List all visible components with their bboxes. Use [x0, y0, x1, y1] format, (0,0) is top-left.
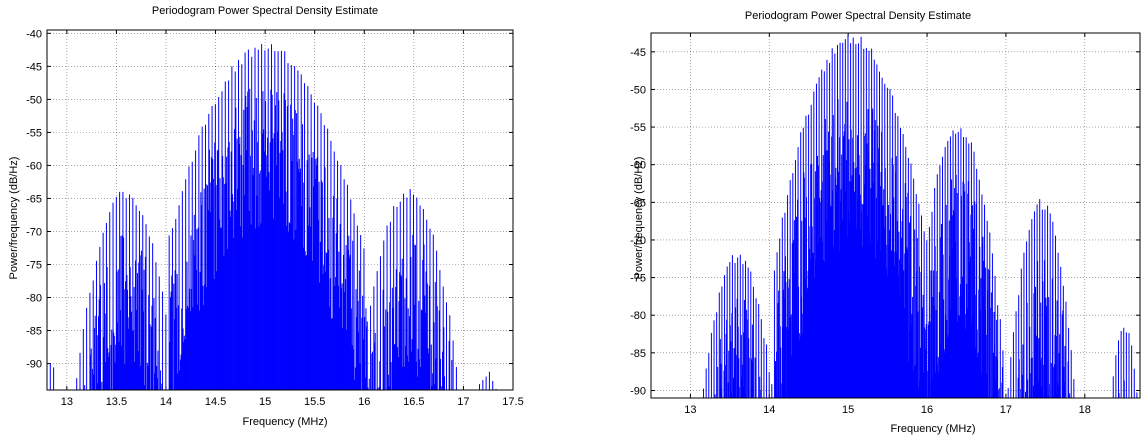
x-tick-label: 15 [842, 404, 854, 416]
y-tick-label: -75 [630, 273, 646, 285]
x-axis-title: Frequency (MHz) [891, 423, 976, 435]
chart-title: Periodogram Power Spectral Density Estim… [745, 10, 971, 22]
x-tick-label: 13.5 [106, 396, 127, 408]
x-tick-label: 17 [1000, 404, 1012, 416]
psd-series [703, 34, 1138, 398]
psd-chart-left-svg: Periodogram Power Spectral Density Estim… [8, 5, 524, 428]
y-tick-label: -90 [630, 385, 646, 397]
y-axis-title: Power/frequency (dB/Hz) [633, 157, 645, 280]
y-tick-label: -75 [26, 259, 42, 271]
y-tick-label: -65 [26, 193, 42, 205]
chart-title: Periodogram Power Spectral Density Estim… [152, 5, 378, 17]
y-tick-label: -55 [26, 127, 42, 139]
y-tick-label: -50 [630, 84, 646, 96]
plot-frame [650, 32, 1141, 399]
psd-chart-left: Periodogram Power Spectral Density Estim… [0, 0, 530, 442]
y-tick-label: -45 [630, 47, 646, 59]
y-tick-label: -70 [630, 235, 646, 247]
y-tick-label: -90 [26, 359, 42, 371]
psd-series [49, 44, 497, 390]
y-tick-label: -55 [630, 122, 646, 134]
x-tick-label: 16 [921, 404, 933, 416]
y-tick-label: -60 [630, 160, 646, 172]
y-tick-label: -85 [630, 348, 646, 360]
x-tick-label: 15.5 [304, 396, 325, 408]
x-tick-label: 18 [1079, 404, 1091, 416]
x-tick-label: 13 [61, 396, 73, 408]
x-tick-label: 16 [358, 396, 370, 408]
y-axis-title: Power/frequency (dB/Hz) [8, 157, 20, 280]
x-tick-label: 17.5 [502, 396, 523, 408]
x-tick-label: 15 [259, 396, 271, 408]
x-tick-label: 16.5 [403, 396, 424, 408]
y-tick-label: -70 [26, 226, 42, 238]
y-tick-label: -45 [26, 61, 42, 73]
y-tick-label: -65 [630, 197, 646, 209]
y-tick-label: -50 [26, 94, 42, 106]
y-tick-label: -85 [26, 326, 42, 338]
x-axis-title: Frequency (MHz) [243, 416, 328, 428]
x-tick-label: 13 [684, 404, 696, 416]
x-tick-label: 14.5 [205, 396, 226, 408]
x-tick-label: 14 [763, 404, 775, 416]
y-tick-label: -80 [630, 310, 646, 322]
x-tick-label: 17 [457, 396, 469, 408]
y-tick-label: -60 [26, 160, 42, 172]
x-tick-label: 14 [160, 396, 172, 408]
plot-frame [46, 29, 514, 391]
y-tick-label: -80 [26, 293, 42, 305]
psd-chart-right: Periodogram Power Spectral Density Estim… [620, 0, 1143, 442]
y-tick-label: -40 [26, 28, 42, 40]
psd-chart-right-svg: Periodogram Power Spectral Density Estim… [630, 10, 1141, 435]
